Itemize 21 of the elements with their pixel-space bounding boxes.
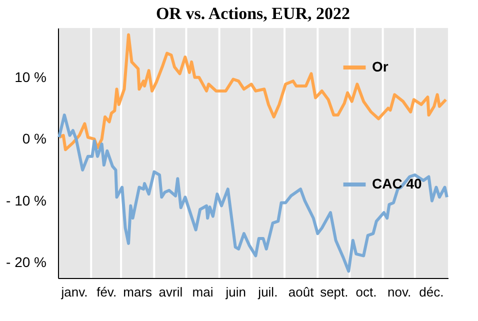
chart-title: OR vs. Actions, EUR, 2022	[156, 4, 350, 23]
x-tick-label: avril	[158, 284, 183, 300]
line-series	[58, 114, 448, 273]
x-tick-label: juin	[224, 284, 246, 300]
x-tick-label: janv.	[60, 284, 88, 300]
legend-label: Or	[372, 58, 389, 74]
y-tick-label: 0 %	[22, 130, 46, 147]
x-tick-label: oct.	[356, 284, 377, 300]
x-tick-label: déc.	[419, 284, 444, 300]
x-tick-label: sept.	[320, 284, 348, 300]
x-tick-label: juil.	[257, 284, 278, 300]
x-tick-label: fév.	[96, 284, 117, 300]
y-tick-label: - 10 %	[6, 192, 46, 208]
legend-label: CAC 40	[372, 176, 422, 192]
line-series	[58, 33, 448, 152]
y-tick-label: 10 %	[14, 68, 46, 85]
x-tick-label: mai	[192, 284, 214, 300]
x-tick-label: août	[288, 284, 314, 300]
x-tick-label: nov.	[388, 284, 412, 300]
y-tick-label: - 20 %	[6, 254, 46, 270]
x-tick-label: mars	[123, 284, 153, 300]
